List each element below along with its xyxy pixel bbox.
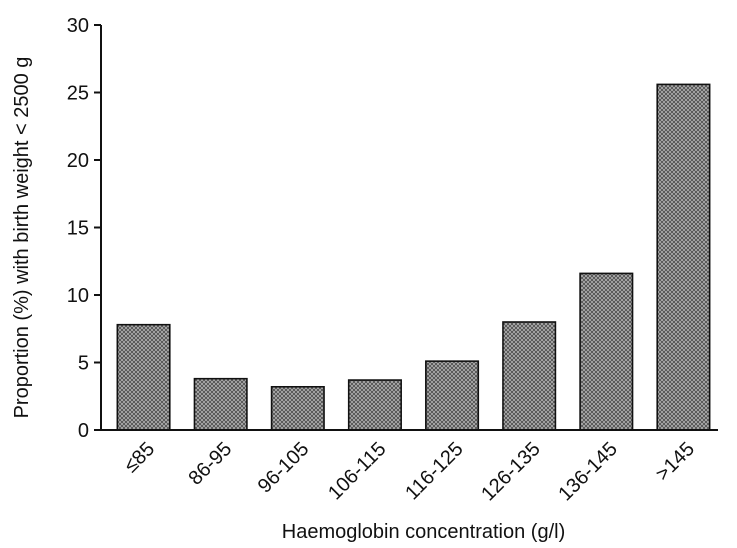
y-tick-label: 15 [67, 218, 89, 240]
x-ticks-group: ≤85 86-95 96-105 106-115 116-125 126-135 136-1… [120, 438, 699, 505]
x-tick-label: >145 [652, 438, 699, 485]
x-tick-label: 96-105 [254, 438, 314, 498]
x-tick-label: 136-145 [554, 438, 621, 505]
x-tick-label: 126-135 [477, 438, 544, 505]
y-tick-label: 5 [78, 353, 89, 375]
y-tick-label: 0 [78, 420, 89, 442]
y-tick-label: 10 [67, 285, 89, 307]
y-axis-title: Proportion (%) with birth weight < 2500 … [11, 57, 33, 419]
x-tick-label: 106-115 [324, 438, 390, 504]
y-tick-label: 20 [67, 150, 89, 172]
y-tick-label: 30 [67, 15, 89, 37]
bars-group [116, 83, 711, 431]
bar-3 [347, 379, 402, 431]
bar-0 [116, 323, 171, 431]
bar-2 [270, 385, 325, 431]
bar-4 [425, 360, 480, 431]
x-tick-label: 86-95 [184, 438, 236, 490]
bar-1 [193, 377, 248, 431]
y-tick-label: 25 [67, 83, 89, 105]
x-tick-label: ≤85 [120, 438, 159, 477]
x-tick-label: 116-125 [401, 438, 467, 504]
bar-5 [502, 321, 557, 431]
x-axis-title: Haemoglobin concentration (g/l) [282, 521, 566, 543]
y-ticks-group: 0 5 10 15 20 25 30 [67, 15, 101, 442]
bar-7 [656, 83, 711, 431]
bar-6 [579, 272, 634, 431]
